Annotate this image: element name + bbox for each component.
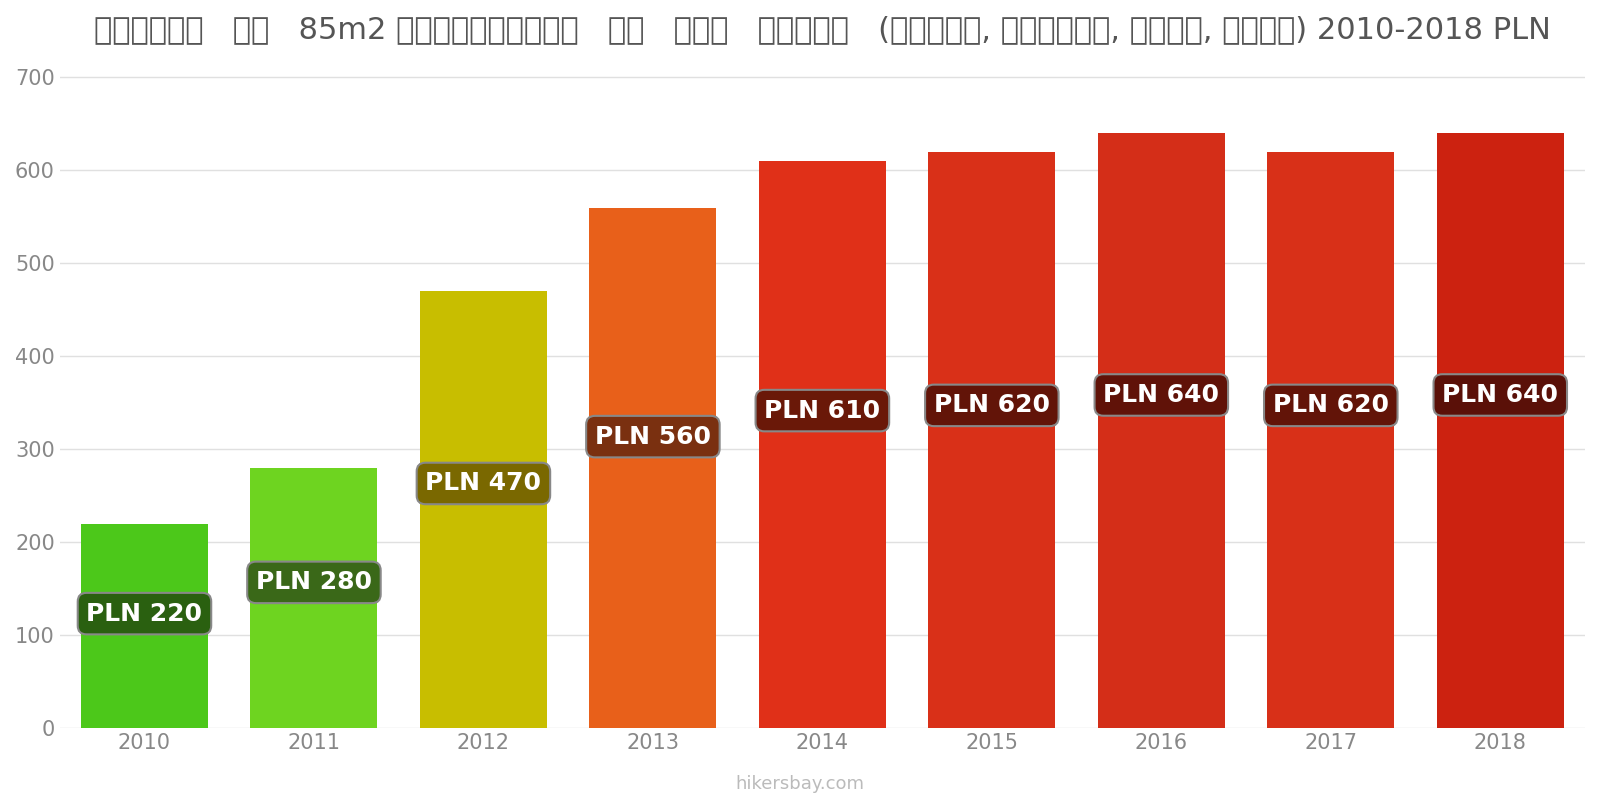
Text: PLN 220: PLN 220	[86, 602, 203, 626]
Bar	[250, 468, 378, 728]
Bar	[1437, 134, 1563, 728]
Bar	[1098, 134, 1226, 728]
Bar	[589, 207, 717, 728]
Text: hikersbay.com: hikersbay.com	[736, 775, 864, 793]
Text: PLN 620: PLN 620	[1272, 394, 1389, 418]
Text: PLN 640: PLN 640	[1104, 383, 1219, 407]
Text: PLN 610: PLN 610	[765, 398, 880, 422]
Bar	[1267, 152, 1394, 728]
Text: PLN 560: PLN 560	[595, 425, 710, 449]
Text: PLN 620: PLN 620	[934, 394, 1050, 418]
Text: PLN 640: PLN 640	[1442, 383, 1558, 407]
Text: PLN 470: PLN 470	[426, 471, 541, 495]
Bar	[419, 291, 547, 728]
Bar	[758, 161, 886, 728]
Title: पोलैंड   एक   85m2 अपार्टमेंट   के   लिए   शुल्क   (बिजली, हीटिंग, पानी, कचरा) 2: पोलैंड एक 85m2 अपार्टमेंट के लिए शुल्क (…	[94, 15, 1550, 44]
Bar	[82, 524, 208, 728]
Bar	[928, 152, 1056, 728]
Text: PLN 280: PLN 280	[256, 570, 371, 594]
